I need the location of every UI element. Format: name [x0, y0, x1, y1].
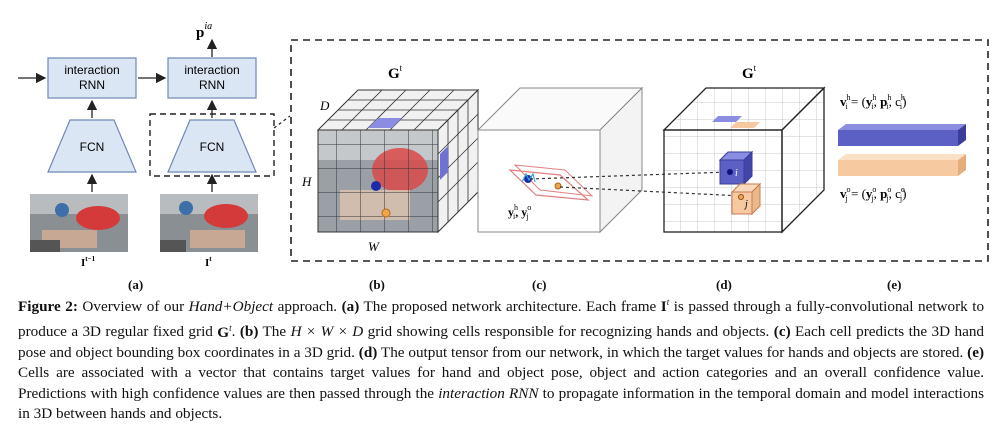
- panel-d: Gt i j: [662, 63, 826, 234]
- caption-b-text2: grid showing cells responsible for recog…: [367, 323, 770, 341]
- caption-a-frame: I: [660, 298, 667, 316]
- object-vector-equation: vo j = (yo j, po j, co j): [840, 185, 906, 203]
- hand-cell-point: [371, 181, 381, 191]
- grid-label-d: Gt: [742, 63, 757, 82]
- hand-cell-side: [440, 146, 448, 180]
- caption-a-text: The proposed network architecture. Each …: [363, 298, 657, 316]
- grid-front-face: [317, 129, 439, 233]
- output-label: pia: [196, 21, 212, 41]
- hand-cell-top: [368, 118, 402, 128]
- caption-rnn-name: interaction RNN: [438, 384, 539, 402]
- sublabel-e: (e): [887, 277, 902, 292]
- caption-b-dims: H × W × D: [290, 323, 364, 341]
- figure-caption: Figure 2: Overview of our Hand+Object ap…: [18, 297, 985, 423]
- fcn-label-prev: FCN: [80, 140, 105, 154]
- axis-d: D: [319, 98, 330, 113]
- caption-a-grid-sup: t: [229, 322, 232, 333]
- cell-i-label: i: [735, 168, 738, 179]
- frame-label-prev: It−1: [81, 255, 96, 269]
- rnn-label-prev-1: interaction: [64, 63, 119, 77]
- hand-cell-top-d: [712, 116, 742, 122]
- caption-b-text: The: [262, 323, 287, 341]
- frame-image-prev: [30, 194, 128, 252]
- object-cell-cube: j: [730, 182, 762, 216]
- panel-b: Gt: [301, 63, 480, 254]
- zoom-connector: [273, 115, 291, 129]
- caption-c-label: (c): [773, 323, 791, 341]
- sublabel-a: (a): [128, 277, 144, 292]
- grid-label-b: Gt: [388, 63, 403, 82]
- rnn-label-prev-2: RNN: [79, 78, 105, 92]
- rnn-box-prev: [47, 57, 137, 99]
- frame-label-curr: It: [205, 255, 212, 269]
- caption-approach: approach.: [277, 298, 338, 316]
- fcn-trapezoid-curr: [167, 119, 257, 173]
- caption-e-text2: to propagate information in the temporal…: [18, 384, 985, 423]
- hand-cell-cube: i: [718, 150, 754, 186]
- object-center-point: [554, 182, 562, 190]
- caption-b-label: (b): [239, 323, 259, 341]
- panel-e: vh i = (yh i, ph i, ch i) vo j = (yo j, po j, c…: [838, 93, 966, 203]
- fcn-trapezoid-prev: [47, 119, 137, 173]
- axis-h: H: [301, 174, 312, 189]
- hand-vector-equation: vh i = (yh i, ph i, ch i): [840, 93, 906, 111]
- sublabel-b: (b): [369, 277, 385, 292]
- object-cell-top-d: [730, 122, 760, 128]
- object-vector-bar: [838, 154, 966, 176]
- sublabel-c: (c): [532, 277, 547, 292]
- caption-c-text: Each cell predicts the 3D hand pose and …: [18, 323, 985, 361]
- caption-a-grid: G: [217, 323, 230, 341]
- caption-d-text: The output tensor from our network, in w…: [380, 343, 964, 361]
- caption-intro: Overview of our: [82, 298, 185, 316]
- rnn-label-curr-2: RNN: [199, 78, 225, 92]
- figure-diagram: interaction RNN FCN It−1 interaction RNN…: [18, 21, 989, 269]
- fcn-highlight-dashed: [149, 113, 275, 177]
- targets-label: yh i, yo j: [508, 203, 531, 221]
- cell-j-label: j: [743, 199, 748, 210]
- axis-w: W: [368, 239, 380, 254]
- fcn-label-curr: FCN: [200, 140, 225, 154]
- caption-a-label: (a): [341, 298, 360, 316]
- object-cell-point: [381, 208, 391, 218]
- caption-d-label: (d): [358, 343, 378, 361]
- network-detail-dashed-box: [290, 39, 989, 262]
- caption-a-frame-sup: t: [666, 297, 670, 307]
- hand-skeleton: [521, 172, 536, 183]
- hand-vector-bar: [838, 124, 966, 146]
- cube-c-front: [477, 129, 601, 233]
- panel-c: yh i, yo j: [476, 86, 644, 234]
- caption-a-text2: is passed through a fully-convolutional …: [18, 298, 985, 341]
- caption-figure-label: Figure 2:: [18, 298, 78, 316]
- caption-method-name: Hand+Object: [188, 298, 274, 316]
- frame-image-curr: [160, 194, 258, 252]
- panel-a: interaction RNN FCN It−1 interaction RNN…: [18, 21, 291, 269]
- object-bbox: [508, 169, 590, 201]
- rnn-box-curr: [167, 57, 257, 99]
- caption-e-text: Cells are associated with a vector that …: [18, 364, 984, 402]
- caption-e-label: (e): [967, 343, 985, 361]
- sublabel-d: (d): [716, 277, 732, 292]
- object-bbox-back: [513, 164, 594, 197]
- rnn-label-curr-1: interaction: [184, 63, 239, 77]
